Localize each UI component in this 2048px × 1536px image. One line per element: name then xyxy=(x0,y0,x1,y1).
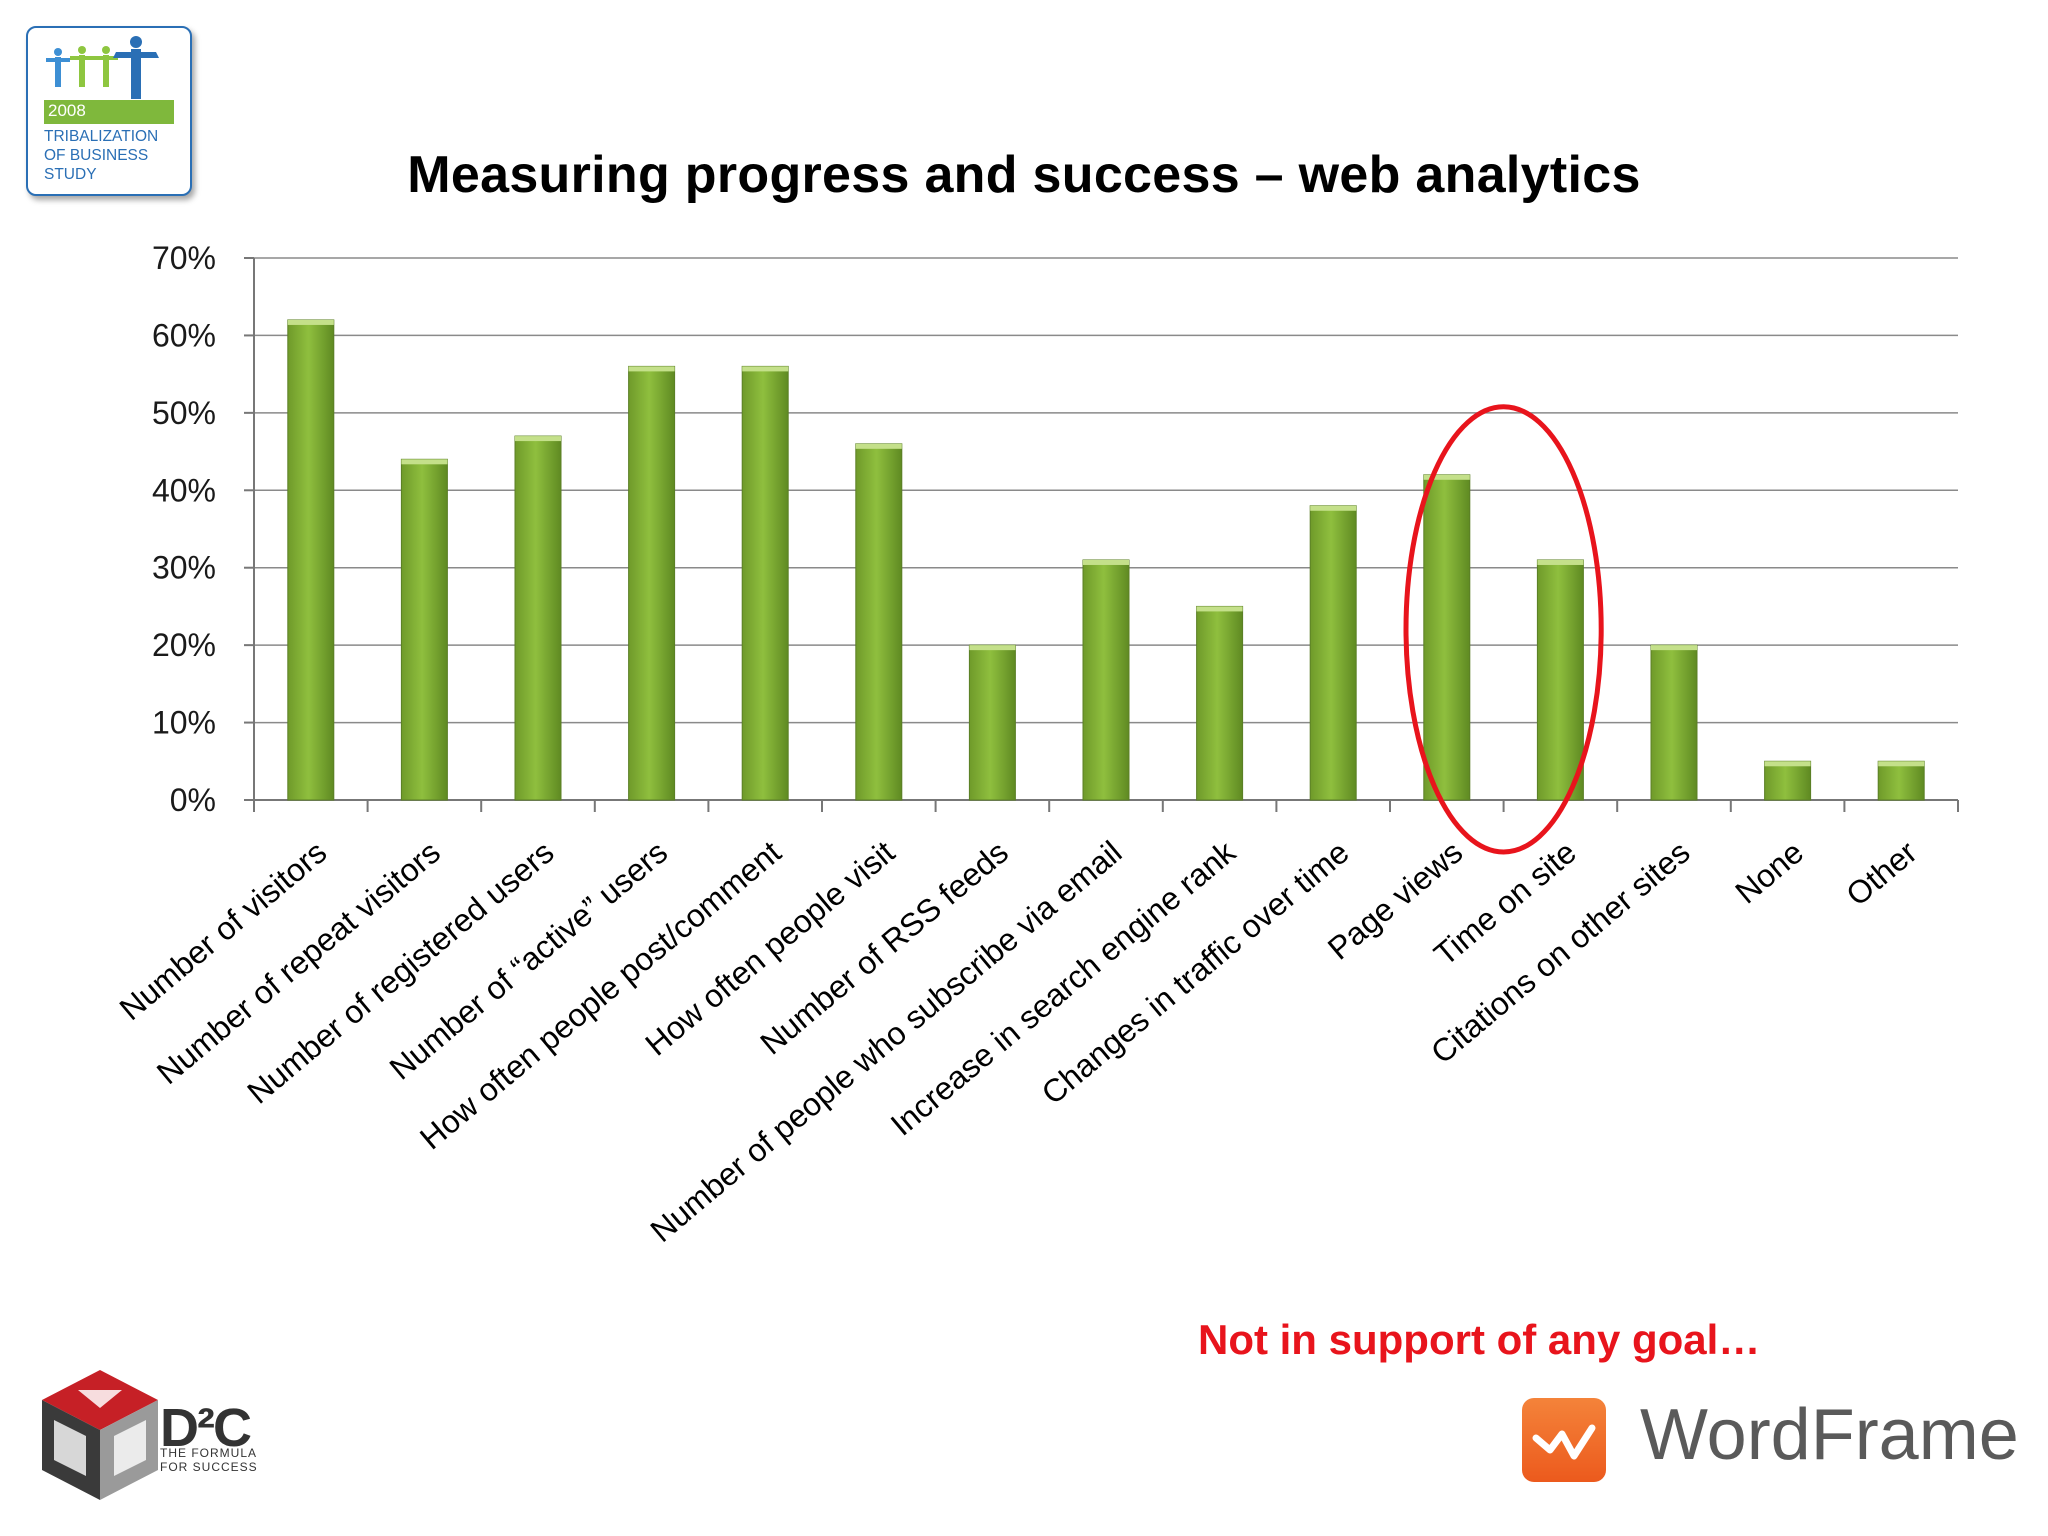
bar xyxy=(287,319,335,801)
study-line-2: OF BUSINESS xyxy=(44,147,149,164)
bar xyxy=(1877,760,1925,801)
d2c-wordmark: D²C xyxy=(160,1398,252,1458)
wordframe-pulse-icon xyxy=(1522,1398,1606,1482)
bar-top xyxy=(742,366,789,372)
d2c-tagline-line-1: THE FORMULA xyxy=(160,1446,258,1460)
bar-top xyxy=(628,366,675,372)
y-tick-label: 50% xyxy=(152,395,216,431)
people-figures-icon xyxy=(46,36,159,99)
bar-top xyxy=(1878,761,1925,767)
y-tick-label: 20% xyxy=(152,627,216,663)
bar-top xyxy=(287,319,334,325)
chart-title: Measuring progress and success – web ana… xyxy=(407,146,1641,204)
study-line-3: STUDY xyxy=(44,166,97,183)
bar xyxy=(628,365,676,801)
y-tick-label: 70% xyxy=(152,240,216,276)
tribalization-study-logo: 2008 TRIBALIZATION OF BUSINESS STUDY xyxy=(26,26,192,196)
d2c-cube-icon xyxy=(42,1370,158,1500)
study-year-band xyxy=(44,100,174,124)
bar xyxy=(1764,760,1812,801)
d2c-tagline: THE FORMULA FOR SUCCESS xyxy=(160,1446,258,1474)
bar-top xyxy=(1423,474,1470,480)
bar xyxy=(855,443,903,801)
y-tick-label: 0% xyxy=(170,782,216,818)
y-tick-label: 10% xyxy=(152,705,216,741)
bar-top xyxy=(515,436,561,442)
highlight-ellipse xyxy=(1403,404,1604,855)
category-label: Other xyxy=(1839,834,1924,913)
y-tick-label: 40% xyxy=(152,472,216,508)
d2c-logo xyxy=(42,1370,158,1500)
bar xyxy=(1309,505,1357,801)
bar-top xyxy=(1310,505,1357,511)
bar xyxy=(1536,559,1584,801)
bar-top xyxy=(1651,645,1697,651)
bar-top xyxy=(1083,559,1129,565)
bar xyxy=(1082,559,1130,801)
study-line-1: TRIBALIZATION xyxy=(44,128,159,145)
category-label: None xyxy=(1728,834,1810,911)
bar xyxy=(1196,605,1244,801)
bar-top xyxy=(1196,606,1243,612)
bar-top xyxy=(401,459,448,465)
bar xyxy=(400,458,448,801)
bar-top xyxy=(969,645,1016,651)
bar xyxy=(514,435,562,801)
wordframe-wordmark: WordFrame xyxy=(1640,1395,2019,1475)
bar xyxy=(968,644,1016,801)
d2c-tagline-line-2: FOR SUCCESS xyxy=(160,1460,258,1474)
annotation-text: Not in support of any goal… xyxy=(1198,1316,1761,1363)
bar-top xyxy=(855,443,902,449)
bar xyxy=(1423,474,1471,801)
bar-top xyxy=(1764,761,1811,767)
bar xyxy=(741,365,789,801)
y-tick-label: 60% xyxy=(152,317,216,353)
category-label: Number of visitors xyxy=(113,834,334,1027)
bar xyxy=(1650,644,1698,801)
study-year: 2008 xyxy=(48,101,86,120)
y-tick-label: 30% xyxy=(152,550,216,586)
bar-top xyxy=(1537,559,1584,565)
